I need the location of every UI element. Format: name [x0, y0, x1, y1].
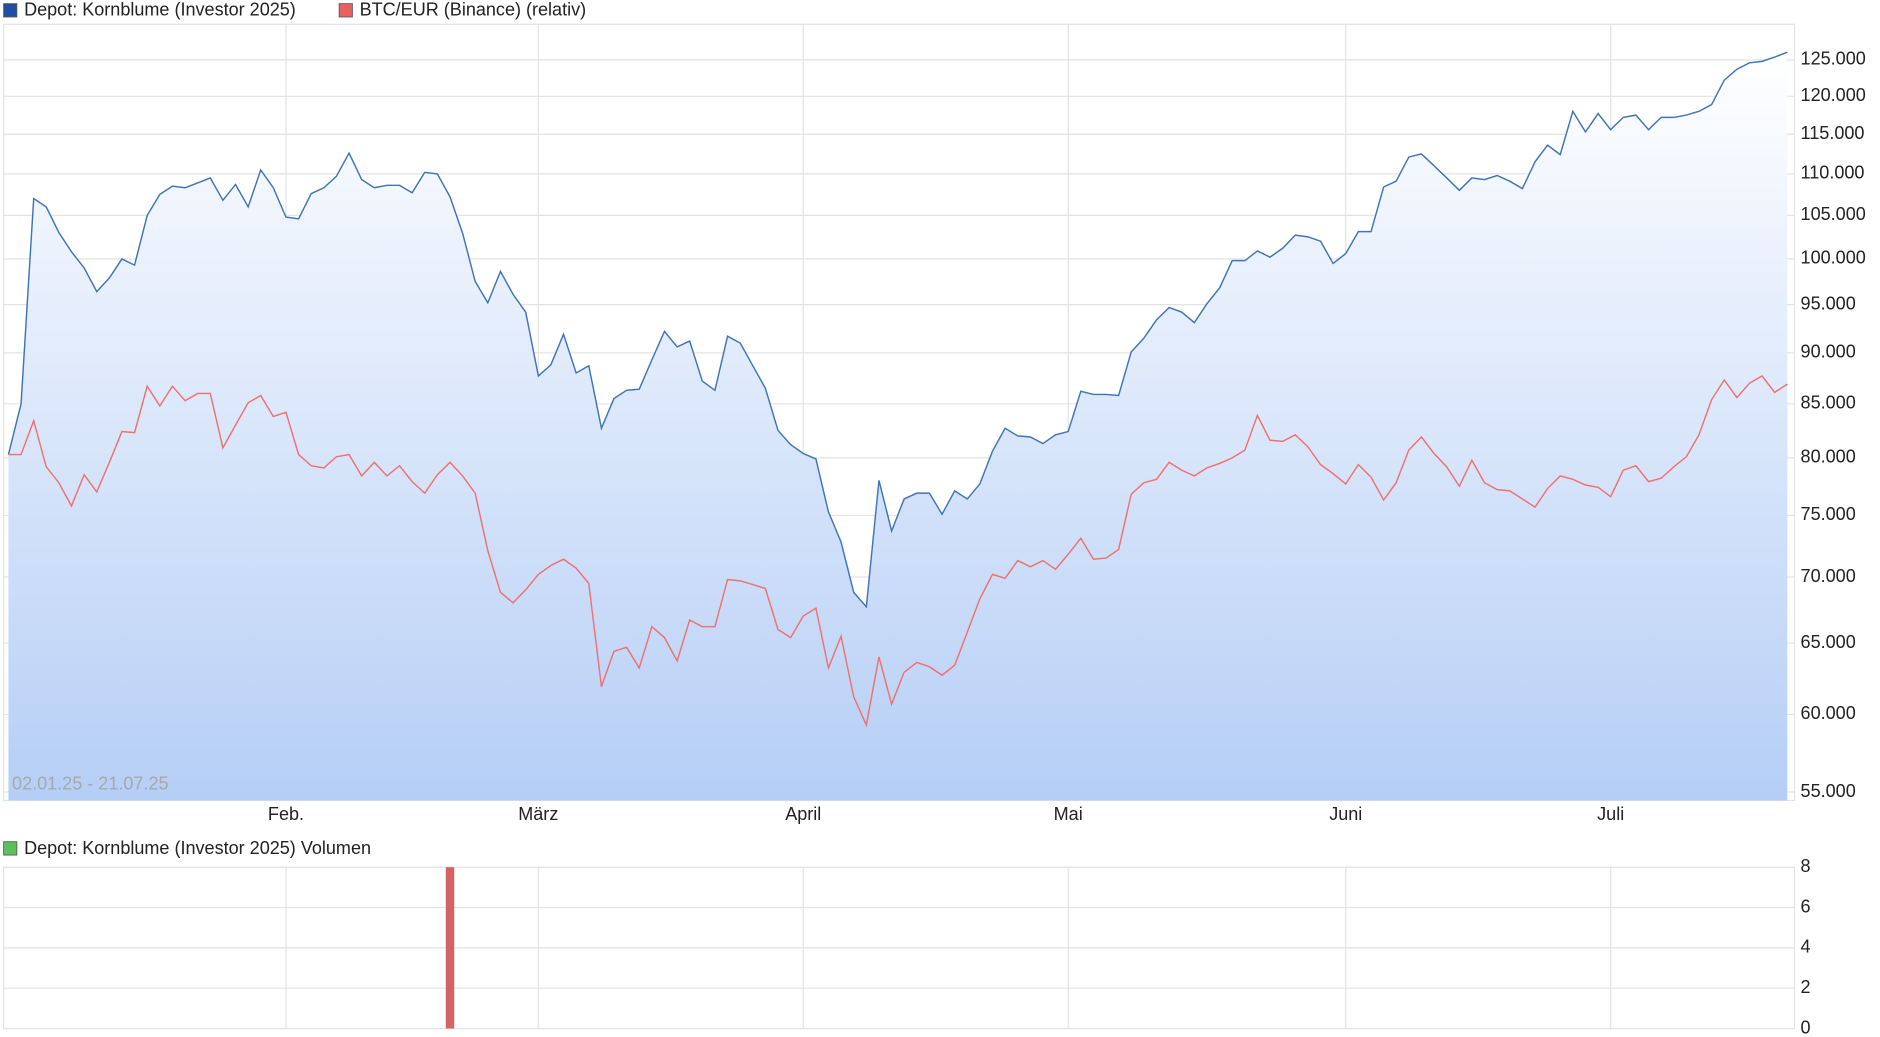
y-tick-label: 85.000 — [1801, 393, 1856, 413]
y-tick-label: 2 — [1801, 977, 1811, 997]
legend-label: BTC/EUR (Binance) (relativ) — [360, 0, 587, 20]
y-tick-label: 95.000 — [1801, 293, 1856, 313]
y-tick-label: 105.000 — [1801, 204, 1866, 224]
y-tick-label: 55.000 — [1801, 781, 1856, 801]
line — [7, 51, 1788, 609]
y-tick-label: 80.000 — [1801, 447, 1856, 467]
y-tick-label: 0 — [1801, 1017, 1811, 1037]
y-tick-label: 110.000 — [1801, 163, 1865, 183]
y-tick-label: 90.000 — [1801, 342, 1856, 362]
x-tick-label: Juli — [1597, 804, 1624, 824]
legend-swatch — [3, 3, 18, 18]
x-tick-label: Juni — [1329, 804, 1362, 824]
x-tick-label: Feb. — [268, 804, 304, 824]
y-tick-label: 70.000 — [1801, 566, 1856, 586]
area — [8, 52, 1788, 801]
date-range: 02.01.25 - 21.07.25 — [12, 773, 168, 793]
y-tick-label: 65.000 — [1801, 632, 1856, 652]
x-tick-label: Mai — [1054, 804, 1083, 824]
y-tick-label: 4 — [1801, 937, 1811, 957]
y-tick-label: 60.000 — [1801, 703, 1856, 723]
y-tick-label: 8 — [1801, 856, 1811, 876]
legend-swatch — [338, 3, 353, 18]
legend-label: Depot: Kornblume (Investor 2025) — [24, 0, 296, 20]
y-tick-label: 125.000 — [1801, 49, 1866, 69]
y-tick-label: 75.000 — [1801, 504, 1856, 524]
x-tick-label: April — [785, 804, 821, 824]
y-tick-label: 100.000 — [1801, 248, 1866, 268]
y-tick-label: 115.000 — [1801, 123, 1865, 143]
x-tick-label: März — [518, 804, 558, 824]
y-tick-label: 120.000 — [1801, 85, 1866, 105]
volume-bar — [445, 867, 455, 1029]
y-tick-label: 6 — [1801, 896, 1811, 916]
legend-swatch — [3, 841, 18, 856]
line — [8, 375, 1788, 728]
legend-label: Depot: Kornblume (Investor 2025) Volumen — [24, 838, 371, 858]
